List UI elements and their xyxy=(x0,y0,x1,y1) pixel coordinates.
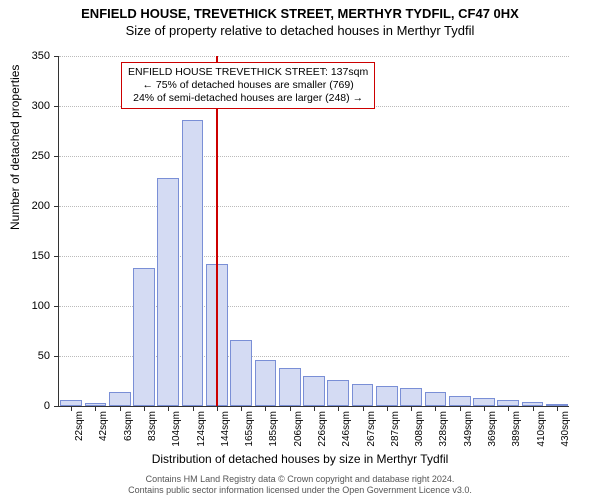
xtick-mark xyxy=(168,406,169,411)
histogram-bar xyxy=(255,360,277,406)
ytick-mark xyxy=(54,206,59,207)
gridline xyxy=(59,206,569,207)
xtick-label: 410sqm xyxy=(536,411,547,447)
xtick-mark xyxy=(533,406,534,411)
xtick-mark xyxy=(193,406,194,411)
xtick-mark xyxy=(120,406,121,411)
xtick-label: 246sqm xyxy=(341,411,352,447)
footnote-line2: Contains public sector information licen… xyxy=(0,485,600,496)
xtick-label: 22sqm xyxy=(74,411,85,441)
xtick-mark xyxy=(387,406,388,411)
xtick-label: 206sqm xyxy=(293,411,304,447)
ytick-label: 0 xyxy=(0,400,50,412)
annotation-box: ENFIELD HOUSE TREVETHICK STREET: 137sqm←… xyxy=(121,62,375,109)
ytick-mark xyxy=(54,56,59,57)
ytick-mark xyxy=(54,406,59,407)
xtick-mark xyxy=(290,406,291,411)
histogram-bar xyxy=(473,398,495,406)
ytick-label: 250 xyxy=(0,150,50,162)
xtick-mark xyxy=(484,406,485,411)
histogram-bar xyxy=(279,368,301,406)
annotation-line: 24% of semi-detached houses are larger (… xyxy=(128,92,368,105)
xtick-label: 389sqm xyxy=(511,411,522,447)
xtick-label: 63sqm xyxy=(123,411,134,441)
xtick-mark xyxy=(241,406,242,411)
ytick-mark xyxy=(54,306,59,307)
xtick-label: 42sqm xyxy=(98,411,109,441)
xtick-label: 185sqm xyxy=(268,411,279,447)
xtick-label: 165sqm xyxy=(244,411,255,447)
histogram-bar xyxy=(303,376,325,406)
annotation-line: ENFIELD HOUSE TREVETHICK STREET: 137sqm xyxy=(128,66,368,79)
ytick-mark xyxy=(54,106,59,107)
chart-subtitle: Size of property relative to detached ho… xyxy=(0,23,600,38)
gridline xyxy=(59,156,569,157)
chart-title-address: ENFIELD HOUSE, TREVETHICK STREET, MERTHY… xyxy=(0,6,600,21)
histogram-bar xyxy=(133,268,155,406)
xtick-label: 349sqm xyxy=(463,411,474,447)
chart-plot-area: 22sqm42sqm63sqm83sqm104sqm124sqm144sqm16… xyxy=(58,56,568,406)
footnote-line1: Contains HM Land Registry data © Crown c… xyxy=(0,474,600,485)
histogram-bar xyxy=(376,386,398,406)
xtick-mark xyxy=(435,406,436,411)
xtick-mark xyxy=(508,406,509,411)
xtick-label: 144sqm xyxy=(220,411,231,447)
xtick-mark xyxy=(411,406,412,411)
xtick-mark xyxy=(144,406,145,411)
histogram-bar xyxy=(182,120,204,406)
xtick-mark xyxy=(460,406,461,411)
xtick-mark xyxy=(217,406,218,411)
xtick-mark xyxy=(557,406,558,411)
histogram-bar xyxy=(425,392,447,406)
xtick-mark xyxy=(338,406,339,411)
ytick-mark xyxy=(54,256,59,257)
histogram-bar xyxy=(109,392,131,406)
histogram-bar xyxy=(327,380,349,406)
xtick-label: 287sqm xyxy=(390,411,401,447)
footnote: Contains HM Land Registry data © Crown c… xyxy=(0,474,600,496)
histogram-bar xyxy=(230,340,252,406)
xtick-label: 369sqm xyxy=(487,411,498,447)
gridline xyxy=(59,256,569,257)
xtick-label: 328sqm xyxy=(438,411,449,447)
xtick-label: 267sqm xyxy=(366,411,377,447)
x-axis-title: Distribution of detached houses by size … xyxy=(0,452,600,466)
xtick-label: 226sqm xyxy=(317,411,328,447)
ytick-label: 100 xyxy=(0,300,50,312)
ytick-mark xyxy=(54,156,59,157)
xtick-mark xyxy=(363,406,364,411)
xtick-label: 104sqm xyxy=(171,411,182,447)
xtick-label: 124sqm xyxy=(196,411,207,447)
ytick-label: 200 xyxy=(0,200,50,212)
histogram-bar xyxy=(449,396,471,406)
xtick-label: 83sqm xyxy=(147,411,158,441)
ytick-label: 350 xyxy=(0,50,50,62)
ytick-mark xyxy=(54,356,59,357)
ytick-label: 50 xyxy=(0,350,50,362)
xtick-mark xyxy=(95,406,96,411)
xtick-label: 430sqm xyxy=(560,411,571,447)
xtick-mark xyxy=(71,406,72,411)
ytick-label: 300 xyxy=(0,100,50,112)
ytick-label: 150 xyxy=(0,250,50,262)
histogram-bar xyxy=(157,178,179,406)
histogram-bar xyxy=(352,384,374,406)
gridline xyxy=(59,56,569,57)
histogram-bar xyxy=(400,388,422,406)
xtick-mark xyxy=(314,406,315,411)
xtick-label: 308sqm xyxy=(414,411,425,447)
annotation-line: ← 75% of detached houses are smaller (76… xyxy=(128,79,368,92)
xtick-mark xyxy=(265,406,266,411)
